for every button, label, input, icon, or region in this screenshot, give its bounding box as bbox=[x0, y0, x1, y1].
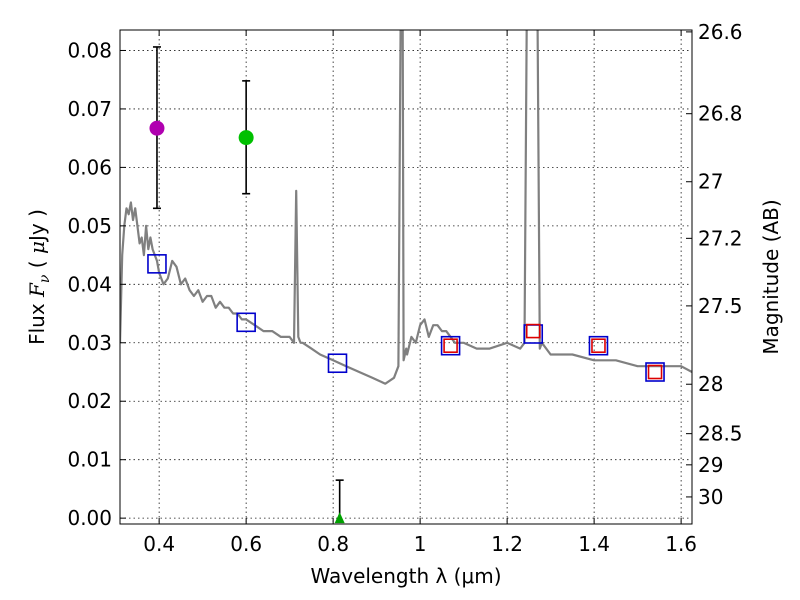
right-tick-label: 27.2 bbox=[698, 226, 743, 250]
model-flux-square bbox=[236, 312, 256, 333]
y-tick-label: 0.04 bbox=[67, 272, 112, 296]
observed-flux-square bbox=[525, 323, 541, 339]
x-tick-label: 1.2 bbox=[491, 532, 523, 556]
y-tick-label: 0.05 bbox=[67, 214, 112, 238]
right-tick-label: 28.5 bbox=[698, 422, 743, 446]
y-tick-label: 0.06 bbox=[67, 155, 112, 179]
x-tick-label: 1.4 bbox=[578, 532, 610, 556]
y-tick-label: 0.01 bbox=[67, 448, 112, 472]
svg-text:Flux Fν ( μJy ): Flux Fν ( μJy ) bbox=[25, 209, 53, 345]
y-tick-label: 0.08 bbox=[67, 38, 112, 62]
right-tick-label: 30 bbox=[698, 485, 723, 509]
model-flux-square bbox=[440, 335, 461, 356]
right-tick-label: 27.5 bbox=[698, 294, 743, 318]
y-tick-label: 0.07 bbox=[67, 97, 112, 121]
x-tick-label: 0.6 bbox=[230, 532, 262, 556]
y-label-mu: μ bbox=[25, 241, 49, 254]
y-tick-label: 0.03 bbox=[67, 331, 112, 355]
model-flux-square bbox=[327, 353, 348, 374]
plot-area bbox=[120, 30, 692, 524]
right-tick-label: 26.8 bbox=[698, 102, 743, 126]
observed-flux-square bbox=[591, 338, 606, 353]
x-tick-label: 1.6 bbox=[665, 532, 697, 556]
y-label-fnu: F bbox=[25, 282, 49, 298]
y-axis-label-left: Flux Fν ( μJy ) bbox=[25, 209, 53, 345]
plot-frame bbox=[119, 29, 693, 525]
y-tick-label: 0.00 bbox=[67, 506, 112, 530]
model-flux-square bbox=[588, 335, 609, 356]
observed-flux-point bbox=[149, 120, 165, 136]
x-tick-label: 0.4 bbox=[143, 532, 175, 556]
upper-limit-marker bbox=[334, 512, 345, 524]
y-label-nu: ν bbox=[37, 274, 53, 283]
y-label-jy: Jy ) bbox=[25, 209, 49, 243]
spectrum-line bbox=[120, 30, 692, 385]
ticks-layer: 0.4 0.6 0.8 1 1.2 1.4 1.6 0.00 0.01 0.02 0.03 0.04 0… bbox=[67, 20, 742, 556]
observed-flux-square bbox=[647, 364, 663, 380]
y-label-flux: Flux bbox=[25, 297, 49, 345]
observed-flux-square bbox=[443, 338, 458, 353]
right-tick-label: 26.6 bbox=[698, 20, 743, 44]
observed-flux-point bbox=[238, 130, 254, 146]
model-flux-square bbox=[147, 254, 167, 274]
model-flux-square bbox=[645, 362, 665, 382]
x-tick-label: 1 bbox=[414, 532, 427, 556]
grid-layer bbox=[120, 30, 692, 524]
y-label-unit: ( bbox=[25, 254, 49, 275]
x-axis-label: Wavelength λ (μm) bbox=[310, 564, 501, 588]
right-tick-label: 29 bbox=[698, 453, 723, 477]
y-tick-label: 0.02 bbox=[67, 389, 112, 413]
right-tick-label: 27 bbox=[698, 170, 723, 194]
x-tick-label: 0.8 bbox=[317, 532, 349, 556]
y-axis-label-right: Magnitude (AB) bbox=[759, 199, 783, 354]
right-tick-label: 28 bbox=[698, 372, 723, 396]
